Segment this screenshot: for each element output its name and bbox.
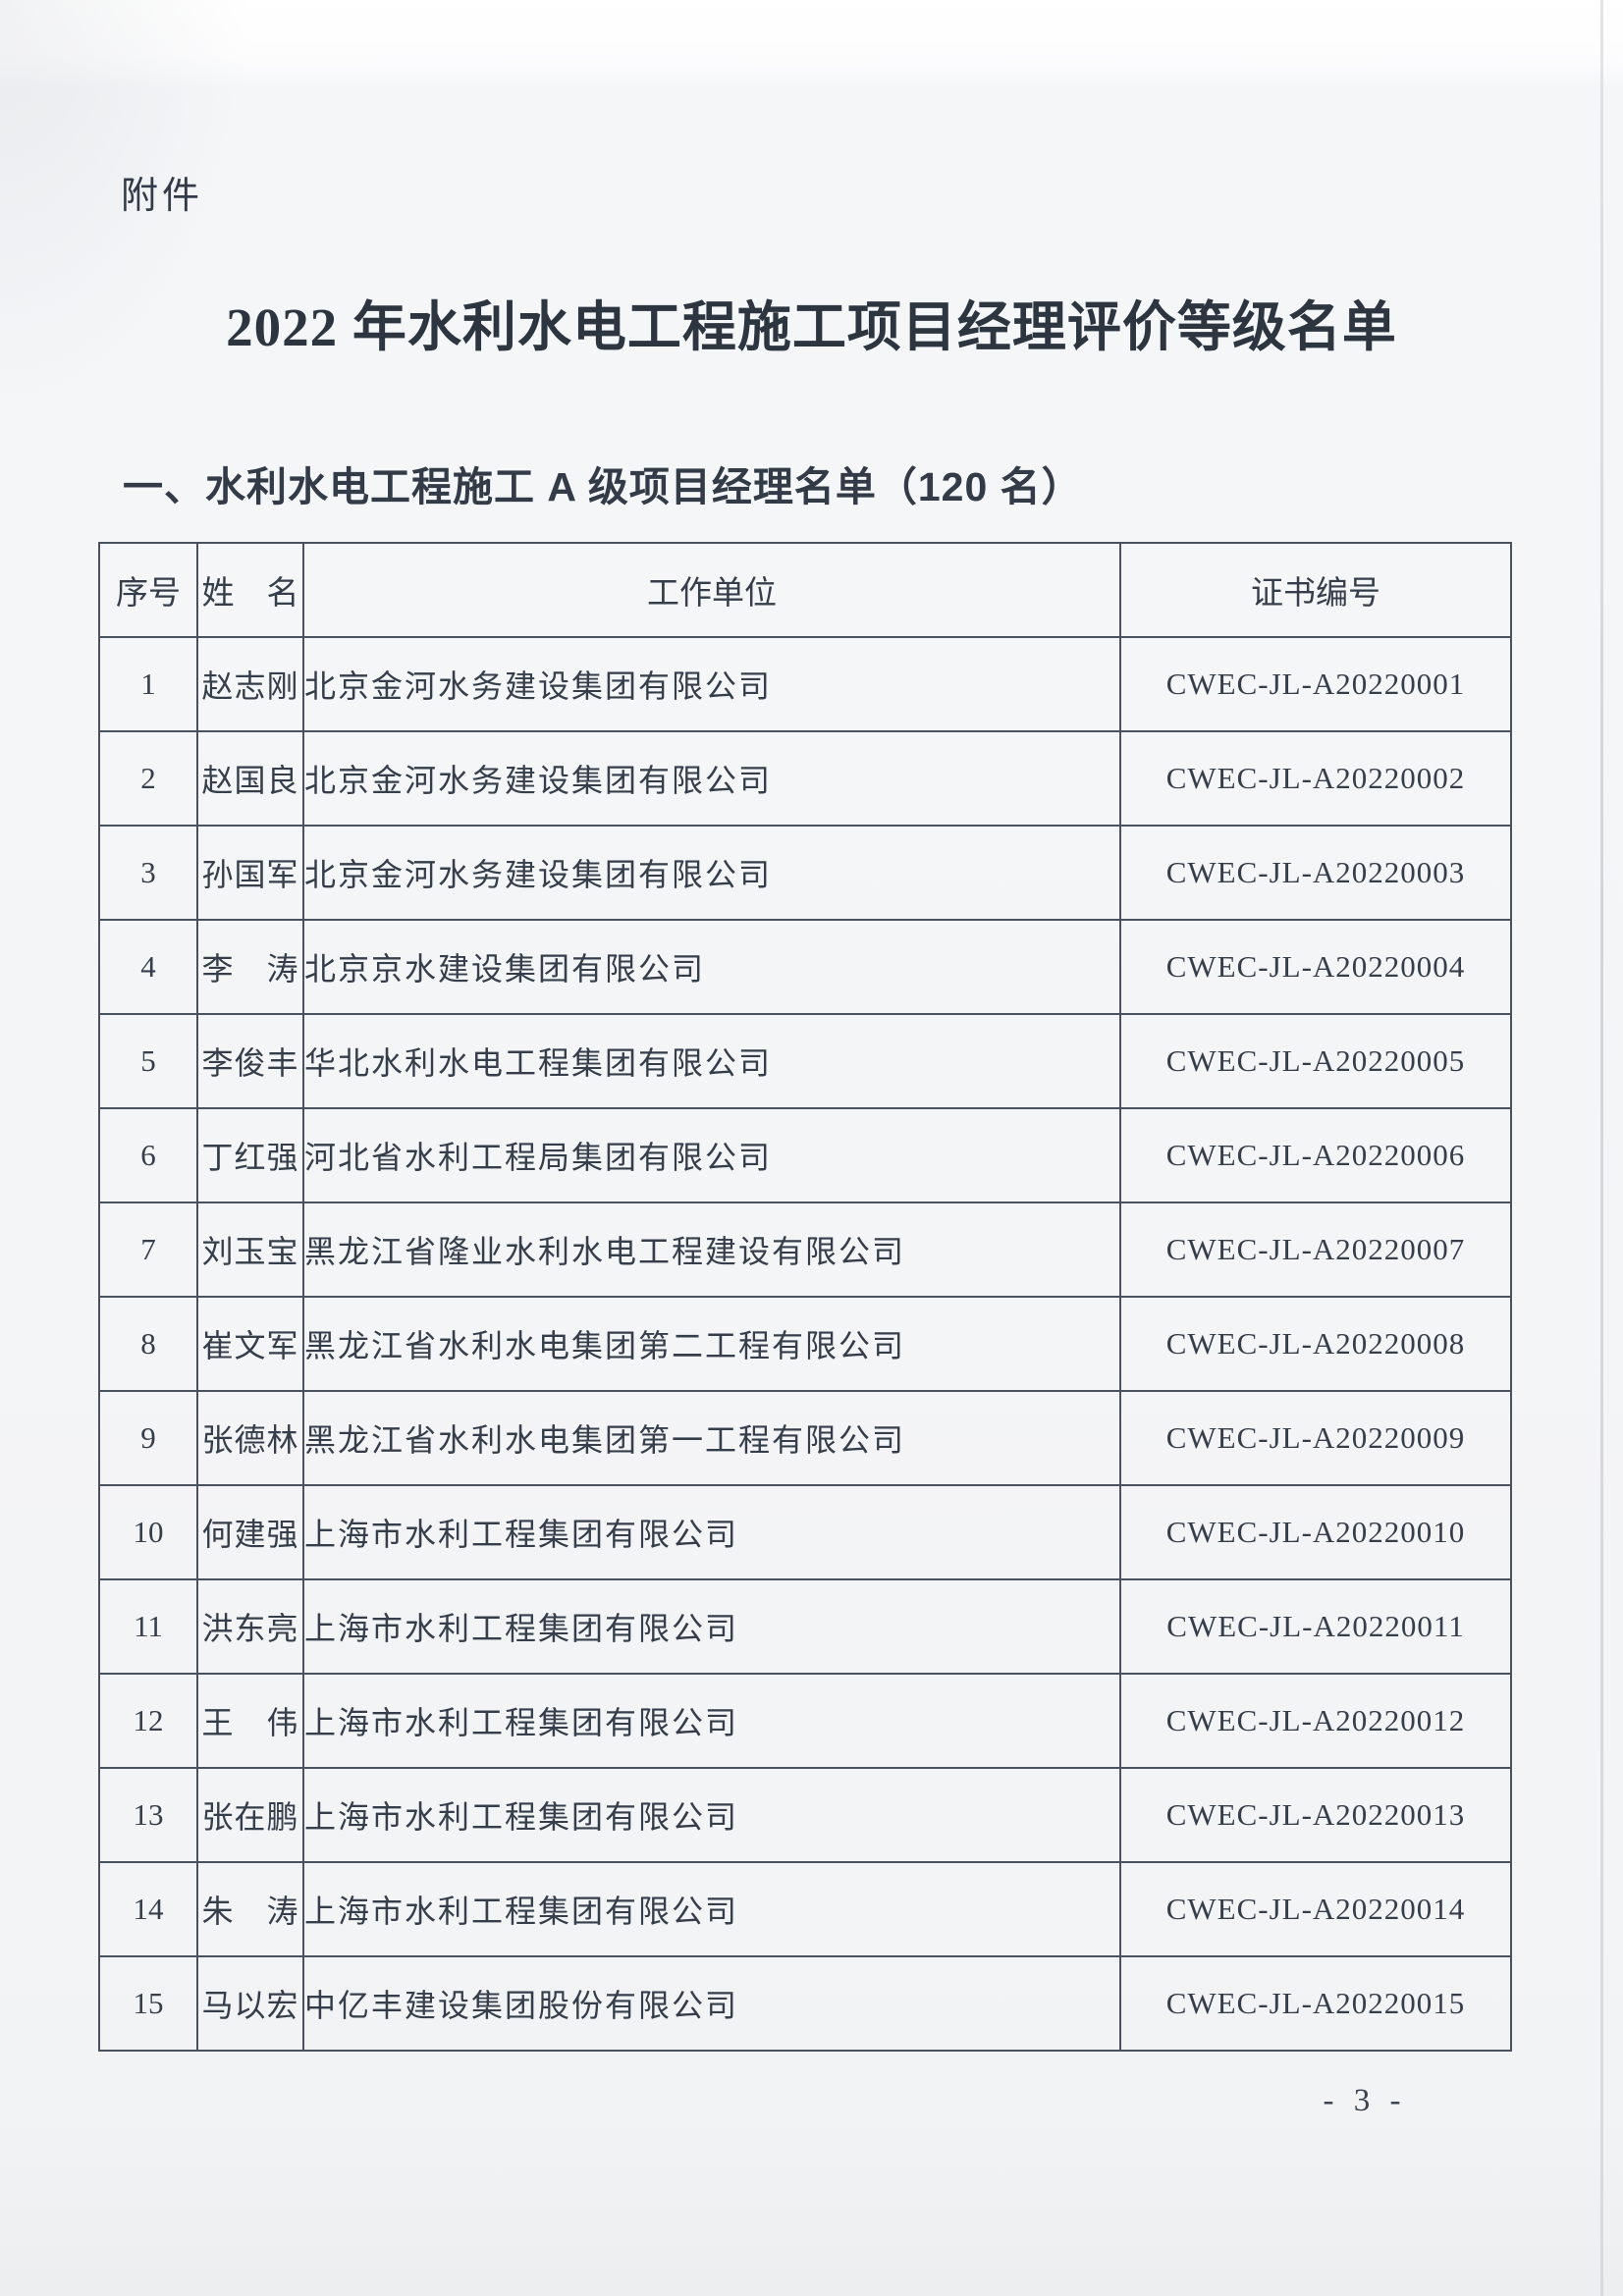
name-cell: 张在鹏 [196, 1767, 304, 1863]
row-number-cell: 14 [98, 1861, 198, 1957]
name-cell: 赵国良 [196, 730, 304, 827]
cert-cell: CWEC-JL-A20220002 [1119, 730, 1512, 827]
unit-cell: 黑龙江省隆业水利水电工程建设有限公司 [302, 1201, 1121, 1298]
table-row: 1 赵志刚 北京金河水务建设集团有限公司 CWEC-JL-A20220001 [98, 636, 1512, 732]
table-row: 15 马以宏 中亿丰建设集团股份有限公司 CWEC-JL-A20220015 [98, 1955, 1512, 2052]
cert-cell: CWEC-JL-A20220004 [1119, 919, 1512, 1015]
name-cell: 刘玉宝 [196, 1201, 304, 1298]
scan-corner-shade [0, 0, 255, 412]
table-row: 3 孙国军 北京金河水务建设集团有限公司 CWEC-JL-A20220003 [98, 825, 1512, 921]
unit-cell: 上海市水利工程集团有限公司 [302, 1673, 1121, 1769]
name-cell: 李俊丰 [196, 1013, 304, 1109]
cert-cell: CWEC-JL-A20220015 [1119, 1955, 1512, 2052]
row-number-cell: 3 [98, 825, 198, 921]
cert-cell: CWEC-JL-A20220001 [1119, 636, 1512, 732]
table-row: 5 李俊丰 华北水利水电工程集团有限公司 CWEC-JL-A20220005 [98, 1013, 1512, 1109]
unit-cell: 北京金河水务建设集团有限公司 [302, 825, 1121, 921]
row-number-cell: 13 [98, 1767, 198, 1863]
unit-cell: 河北省水利工程局集团有限公司 [302, 1107, 1121, 1203]
scan-top-highlight [0, 0, 1623, 88]
table-row: 7 刘玉宝 黑龙江省隆业水利水电工程建设有限公司 CWEC-JL-A202200… [98, 1201, 1512, 1298]
row-number-cell: 10 [98, 1484, 198, 1580]
unit-cell: 上海市水利工程集团有限公司 [302, 1484, 1121, 1580]
row-number-cell: 7 [98, 1201, 198, 1298]
name-cell: 何建强 [196, 1484, 304, 1580]
unit-cell: 黑龙江省水利水电集团第二工程有限公司 [302, 1296, 1121, 1392]
document-title: 2022 年水利水电工程施工项目经理评价等级名单 [226, 297, 1397, 357]
unit-cell: 北京金河水务建设集团有限公司 [302, 730, 1121, 827]
name-cell: 王 伟 [196, 1673, 304, 1769]
column-header-number: 序号 [98, 542, 198, 638]
unit-cell: 上海市水利工程集团有限公司 [302, 1578, 1121, 1675]
row-number-cell: 15 [98, 1955, 198, 2052]
name-cell: 丁红强 [196, 1107, 304, 1203]
manager-roster-table: 序号 姓 名 工作单位 证书编号 1 赵志刚 北京金河水务建设集团有限公司 CW… [98, 542, 1512, 2052]
cert-cell: CWEC-JL-A20220013 [1119, 1767, 1512, 1863]
name-cell: 朱 涛 [196, 1861, 304, 1957]
cert-cell: CWEC-JL-A20220011 [1119, 1578, 1512, 1675]
name-cell: 赵志刚 [196, 636, 304, 732]
section-heading: 一、水利水电工程施工 A 级项目经理名单（120 名） [123, 464, 1083, 509]
name-cell: 张德林 [196, 1390, 304, 1486]
unit-cell: 北京京水建设集团有限公司 [302, 919, 1121, 1015]
unit-cell: 北京金河水务建设集团有限公司 [302, 636, 1121, 732]
column-header-cert: 证书编号 [1119, 542, 1512, 638]
name-cell: 李 涛 [196, 919, 304, 1015]
table-header-row: 序号 姓 名 工作单位 证书编号 [98, 542, 1512, 638]
cert-cell: CWEC-JL-A20220006 [1119, 1107, 1512, 1203]
column-header-unit: 工作单位 [302, 542, 1121, 638]
cert-cell: CWEC-JL-A20220007 [1119, 1201, 1512, 1298]
row-number-cell: 6 [98, 1107, 198, 1203]
unit-cell: 上海市水利工程集团有限公司 [302, 1767, 1121, 1863]
attachment-label: 附件 [121, 176, 204, 217]
row-number-cell: 11 [98, 1578, 198, 1675]
unit-cell: 华北水利水电工程集团有限公司 [302, 1013, 1121, 1109]
page-number: - 3 - [1323, 2083, 1407, 2118]
name-cell: 孙国军 [196, 825, 304, 921]
table-row: 11 洪东亮 上海市水利工程集团有限公司 CWEC-JL-A20220011 [98, 1578, 1512, 1675]
cert-cell: CWEC-JL-A20220008 [1119, 1296, 1512, 1392]
row-number-cell: 2 [98, 730, 198, 827]
row-number-cell: 5 [98, 1013, 198, 1109]
name-cell: 洪东亮 [196, 1578, 304, 1675]
table-row: 13 张在鹏 上海市水利工程集团有限公司 CWEC-JL-A20220013 [98, 1767, 1512, 1863]
name-cell: 崔文军 [196, 1296, 304, 1392]
cert-cell: CWEC-JL-A20220009 [1119, 1390, 1512, 1486]
cert-cell: CWEC-JL-A20220003 [1119, 825, 1512, 921]
cert-cell: CWEC-JL-A20220014 [1119, 1861, 1512, 1957]
column-header-name: 姓 名 [196, 542, 304, 638]
row-number-cell: 9 [98, 1390, 198, 1486]
table-row: 12 王 伟 上海市水利工程集团有限公司 CWEC-JL-A20220012 [98, 1673, 1512, 1769]
table-row: 4 李 涛 北京京水建设集团有限公司 CWEC-JL-A20220004 [98, 919, 1512, 1015]
table-row: 8 崔文军 黑龙江省水利水电集团第二工程有限公司 CWEC-JL-A202200… [98, 1296, 1512, 1392]
table-row: 2 赵国良 北京金河水务建设集团有限公司 CWEC-JL-A20220002 [98, 730, 1512, 827]
cert-cell: CWEC-JL-A20220012 [1119, 1673, 1512, 1769]
row-number-cell: 12 [98, 1673, 198, 1769]
cert-cell: CWEC-JL-A20220005 [1119, 1013, 1512, 1109]
unit-cell: 中亿丰建设集团股份有限公司 [302, 1955, 1121, 2052]
table-row: 6 丁红强 河北省水利工程局集团有限公司 CWEC-JL-A20220006 [98, 1107, 1512, 1203]
scan-right-edge-line [1600, 0, 1603, 2296]
row-number-cell: 1 [98, 636, 198, 732]
unit-cell: 上海市水利工程集团有限公司 [302, 1861, 1121, 1957]
row-number-cell: 4 [98, 919, 198, 1015]
table-row: 14 朱 涛 上海市水利工程集团有限公司 CWEC-JL-A20220014 [98, 1861, 1512, 1957]
cert-cell: CWEC-JL-A20220010 [1119, 1484, 1512, 1580]
unit-cell: 黑龙江省水利水电集团第一工程有限公司 [302, 1390, 1121, 1486]
row-number-cell: 8 [98, 1296, 198, 1392]
table-row: 10 何建强 上海市水利工程集团有限公司 CWEC-JL-A20220010 [98, 1484, 1512, 1580]
table-row: 9 张德林 黑龙江省水利水电集团第一工程有限公司 CWEC-JL-A202200… [98, 1390, 1512, 1486]
name-cell: 马以宏 [196, 1955, 304, 2052]
